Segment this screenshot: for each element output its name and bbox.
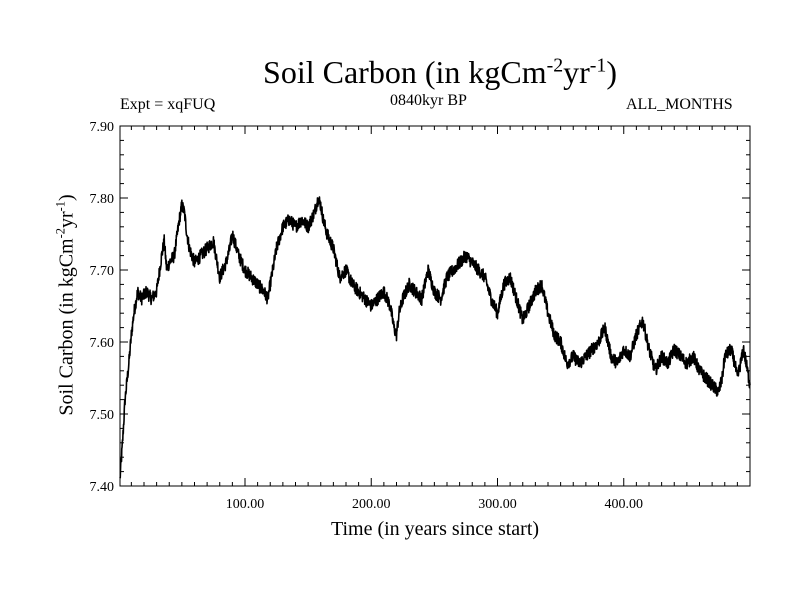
y-tick-label: 7.50 bbox=[90, 408, 115, 423]
series-line bbox=[119, 196, 751, 479]
y-tick-label: 7.70 bbox=[90, 264, 115, 279]
chart-title: Soil Carbon (in kgCm-2yr-1) bbox=[263, 54, 617, 90]
axis-ticks: 100.00 200.00 300.00 400.00 7.40 7.50 7.60 7.70… bbox=[90, 120, 750, 512]
y-tick-label: 7.40 bbox=[90, 480, 115, 495]
x-tick-label: 400.00 bbox=[604, 497, 643, 512]
x-tick-label: 300.00 bbox=[478, 497, 517, 512]
y-tick-label: 7.80 bbox=[90, 192, 115, 207]
period-label: 0840kyr BP bbox=[390, 92, 467, 109]
y-tick-label: 7.60 bbox=[90, 336, 115, 351]
x-axis-label: Time (in years since start) bbox=[330, 518, 540, 540]
x-tick-label: 100.00 bbox=[226, 497, 265, 512]
plot-frame bbox=[119, 125, 751, 487]
experiment-label: Expt = xqFUQ bbox=[120, 96, 216, 113]
months-label: ALL_MONTHS bbox=[626, 96, 733, 113]
x-tick-label: 200.00 bbox=[352, 497, 391, 512]
data-series bbox=[119, 196, 751, 479]
y-tick-label: 7.90 bbox=[90, 120, 115, 135]
